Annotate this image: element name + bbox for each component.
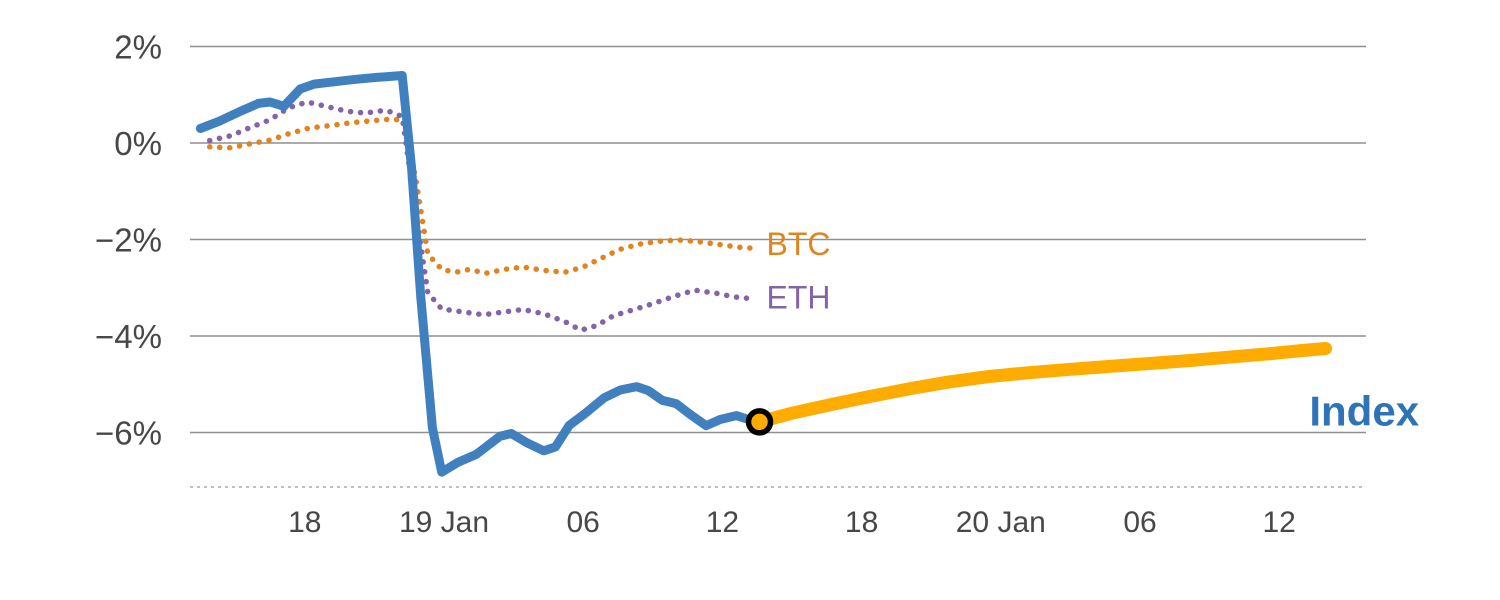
y-tick-label: 2%: [114, 29, 162, 66]
x-tick-label: 12: [706, 506, 739, 539]
x-tick-label: 20 Jan: [956, 506, 1046, 539]
btc-line: [206, 116, 756, 277]
y-tick-label: −2%: [95, 222, 162, 259]
x-tick-label: 18: [845, 506, 878, 539]
series-label-btc: BTC: [766, 226, 830, 262]
x-tick-label: 19 Jan: [399, 506, 489, 539]
transition-marker: [745, 408, 774, 436]
y-tick-label: −4%: [95, 318, 162, 355]
eth-line: [206, 99, 756, 333]
x-tick-label: 06: [1123, 506, 1156, 539]
series-label-index: Index: [1309, 387, 1419, 434]
x-tick-label: 06: [567, 506, 600, 539]
series-label-eth: ETH: [766, 279, 830, 315]
y-tick-label: 0%: [114, 125, 162, 162]
y-tick-label: −6%: [95, 415, 162, 452]
index-continuation-line: [753, 342, 1333, 429]
x-tick-label: 12: [1263, 506, 1296, 539]
index-line: [195, 71, 764, 477]
x-tick-label: 18: [288, 506, 321, 539]
